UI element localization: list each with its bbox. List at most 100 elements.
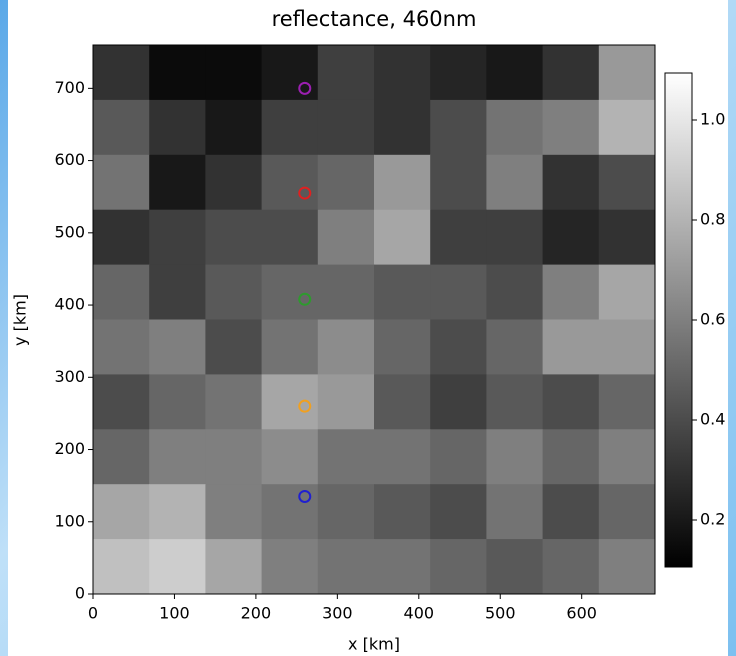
heatmap-cell xyxy=(374,374,431,430)
heatmap-cell xyxy=(93,539,150,595)
heatmap-cell xyxy=(149,209,206,266)
heatmap-cell xyxy=(598,264,656,320)
heatmap-cell xyxy=(598,45,656,101)
axes-frame xyxy=(92,44,656,595)
y-tick-label: 300 xyxy=(54,367,85,386)
heatmap-cell xyxy=(149,154,206,211)
heatmap-cell xyxy=(374,429,431,485)
heatmap-cell xyxy=(149,99,206,156)
heatmap-cell xyxy=(430,99,487,156)
marker-circle xyxy=(298,399,312,413)
y-tick-label: 700 xyxy=(54,78,85,97)
x-tick-label: 200 xyxy=(241,604,272,623)
heatmap-cell xyxy=(205,484,263,540)
heatmap-cell xyxy=(149,319,206,375)
heatmap-cell xyxy=(317,484,375,540)
heatmap-cell xyxy=(317,374,375,430)
heatmap-cell xyxy=(317,319,375,375)
heatmap-cell xyxy=(486,45,544,101)
heatmap-cell xyxy=(261,264,319,320)
heatmap-cell xyxy=(205,99,263,156)
heatmap-cell xyxy=(93,484,150,540)
marker-circle xyxy=(298,186,312,200)
heatmap-cell xyxy=(486,209,544,266)
heatmap-cell xyxy=(149,264,206,320)
heatmap-cell xyxy=(598,209,656,266)
x-tick-label: 500 xyxy=(485,604,516,623)
heatmap-cell xyxy=(430,264,487,320)
heatmap-cell xyxy=(542,154,600,211)
y-tick-label: 500 xyxy=(54,222,85,241)
heatmap-cell xyxy=(542,429,600,485)
heatmap-cell xyxy=(598,99,656,156)
heatmap-cell xyxy=(430,484,487,540)
heatmap-cell xyxy=(261,429,319,485)
heatmap-cell xyxy=(205,429,263,485)
heatmap-cell xyxy=(598,429,656,485)
heatmap-cell xyxy=(93,429,150,485)
heatmap-cell xyxy=(317,99,375,156)
heatmap-cell xyxy=(598,319,656,375)
marker-circle xyxy=(298,81,312,95)
heatmap-cell xyxy=(93,374,150,430)
y-tick-label: 100 xyxy=(54,511,85,530)
heatmap-cell xyxy=(317,209,375,266)
heatmap-cell xyxy=(598,484,656,540)
marker-circle xyxy=(298,292,312,306)
y-tick-label: 600 xyxy=(54,150,85,169)
heatmap-cell xyxy=(261,209,319,266)
heatmap-cell xyxy=(317,539,375,595)
heatmap-cell xyxy=(205,264,263,320)
heatmap-cell xyxy=(542,484,600,540)
colorbar xyxy=(664,72,693,568)
heatmap-cell xyxy=(149,429,206,485)
heatmap-cell xyxy=(205,539,263,595)
colorbar-tick-label: 0.2 xyxy=(700,510,725,529)
heatmap-cell xyxy=(374,319,431,375)
heatmap-cell xyxy=(205,209,263,266)
heatmap-cell xyxy=(430,45,487,101)
heatmap-cell xyxy=(93,45,150,101)
heatmap-cell xyxy=(542,209,600,266)
heatmap-cell xyxy=(317,45,375,101)
heatmap-cell xyxy=(542,374,600,430)
heatmap-cell xyxy=(93,319,150,375)
heatmap-cell xyxy=(205,319,263,375)
heatmap-cell xyxy=(93,154,150,211)
colorbar-tick-label: 0.8 xyxy=(700,210,725,229)
heatmap-cell xyxy=(317,154,375,211)
heatmap-cell xyxy=(149,45,206,101)
heatmap-cell xyxy=(430,539,487,595)
heatmap-cell xyxy=(486,484,544,540)
heatmap-cell xyxy=(205,154,263,211)
heatmap-cell xyxy=(261,154,319,211)
heatmap-cell xyxy=(374,99,431,156)
heatmap-cell xyxy=(486,154,544,211)
y-tick-label: 400 xyxy=(54,295,85,314)
colorbar-tick-label: 0.4 xyxy=(700,410,725,429)
heatmap-cell xyxy=(430,374,487,430)
heatmap-cell xyxy=(598,374,656,430)
heatmap-cell xyxy=(486,374,544,430)
heatmap-cell xyxy=(149,484,206,540)
heatmap-cell xyxy=(542,319,600,375)
heatmap-cell xyxy=(261,319,319,375)
heatmap-cell xyxy=(486,264,544,320)
heatmap-cell xyxy=(93,209,150,266)
heatmap-cell xyxy=(374,484,431,540)
heatmap-cell xyxy=(93,264,150,320)
x-tick-label: 400 xyxy=(404,604,435,623)
chart-title: reflectance, 460nm xyxy=(272,7,477,31)
marker-circle xyxy=(298,489,312,503)
heatmap-cell xyxy=(205,45,263,101)
y-axis-label: y [km] xyxy=(11,294,30,346)
y-tick-label: 0 xyxy=(75,584,85,603)
heatmap-cell xyxy=(261,539,319,595)
heatmap-cell xyxy=(149,374,206,430)
heatmap-cell xyxy=(486,429,544,485)
heatmap-cell xyxy=(430,154,487,211)
heatmap-cell xyxy=(430,429,487,485)
heatmap-cell xyxy=(430,319,487,375)
heatmap-cell xyxy=(542,99,600,156)
